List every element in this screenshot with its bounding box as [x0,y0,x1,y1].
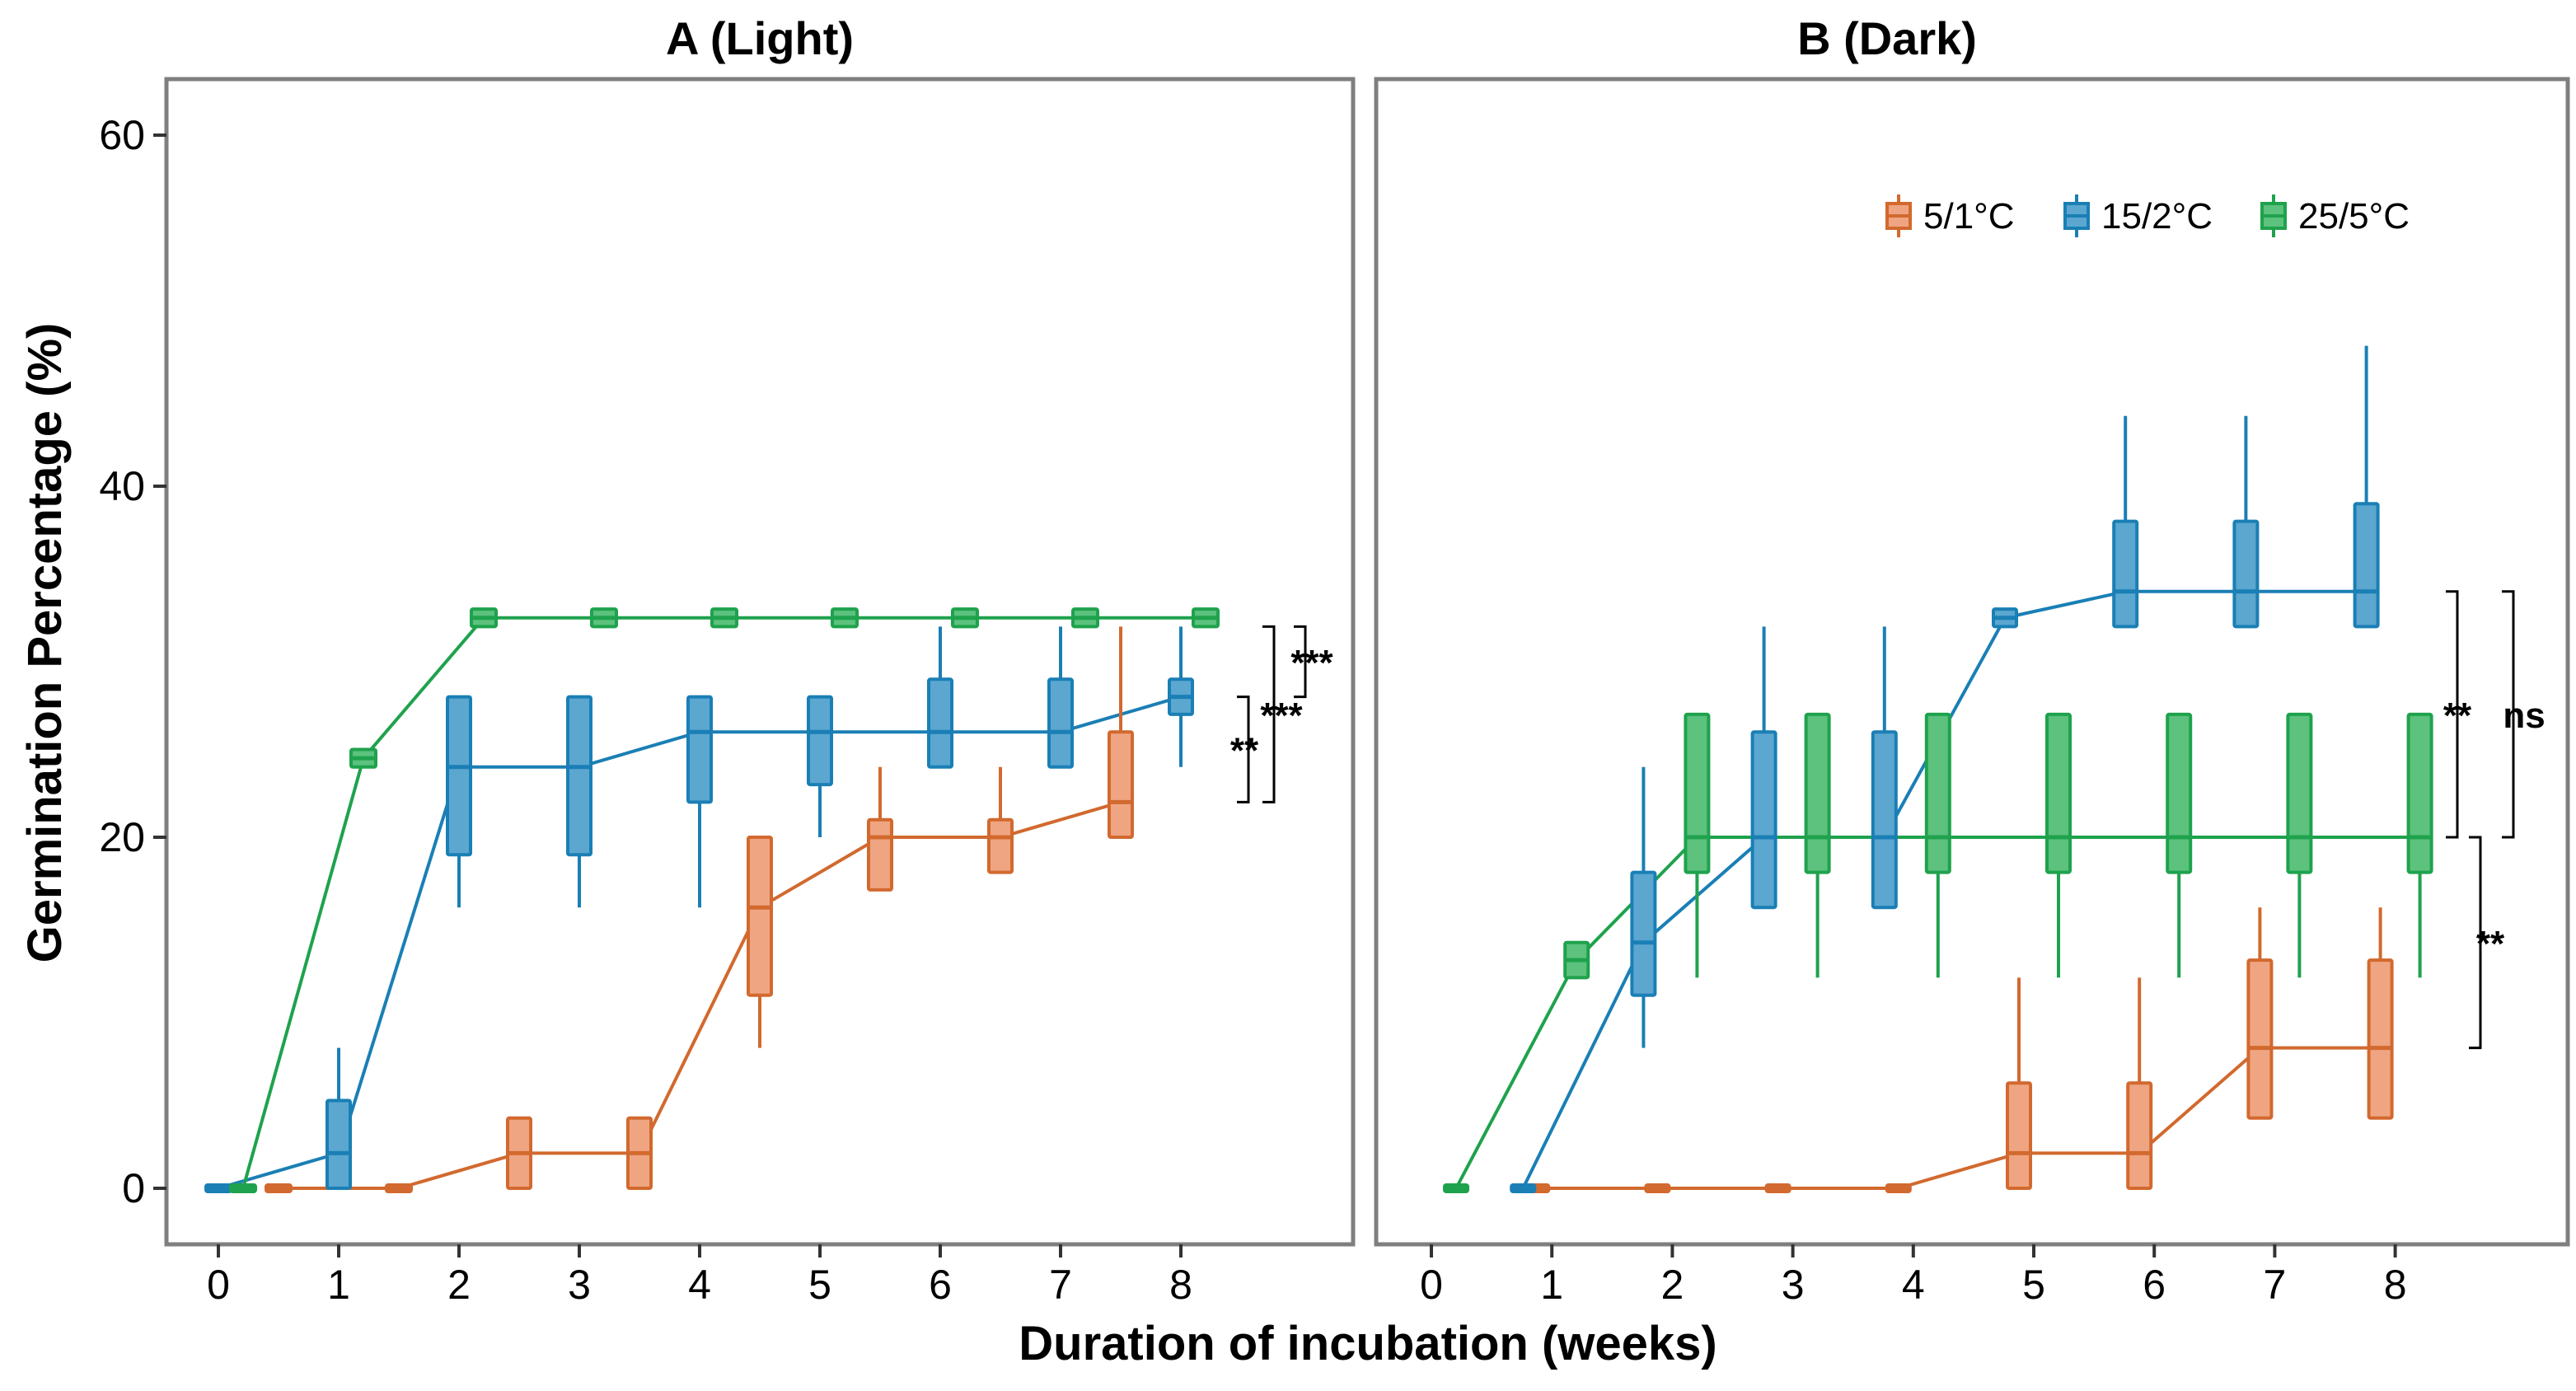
x-tick-label: 1 [327,1262,350,1308]
significance-bracket [2446,590,2459,839]
box-t25 [2166,712,2193,874]
x-tick-label: 0 [207,1262,230,1308]
panel-a-marks: ******** [204,607,1334,1193]
box-t15 [326,1098,352,1190]
significance-label: ** [2476,924,2505,964]
significance-bracket [1262,625,1276,803]
significance-label: ns [2503,696,2545,736]
box-t5 [2367,958,2394,1120]
series-line-t5 [279,800,1122,1190]
panel-b-marks: ** ns ** [1443,345,2546,1193]
box-t5 [747,836,773,997]
panel-b-title: B (Dark) [1797,12,1977,64]
panel-a-border [164,77,1356,1247]
y-tick-label: 40 [99,463,145,509]
box-t25 [1684,712,1711,874]
box-t5 [2006,1081,2032,1190]
box-t15 [2112,519,2139,629]
box-t15 [566,695,592,857]
x-tick-label: 1 [1540,1262,1563,1308]
significance-bracket [1294,625,1307,699]
box-t25 [2406,712,2433,874]
panel-a-title: A (Light) [666,12,854,64]
significance-label: *** [1260,696,1303,736]
box-t15 [2232,519,2260,629]
panel-b: B (Dark) ** ns ** [1374,12,2570,1247]
panel-a: A (Light) ******** [164,12,1356,1247]
x-tick-label: 3 [568,1262,591,1308]
box-t15 [686,695,713,804]
x-tick-label: 6 [2143,1262,2166,1308]
x-tick-label: 7 [1049,1262,1072,1308]
x-tick-label: 8 [2384,1262,2407,1308]
y-tick-label: 0 [122,1165,145,1211]
series-line-t5 [1537,1046,2381,1190]
box-t15 [927,677,953,769]
y-axis-title: Germination Percentage (%) [18,323,72,963]
x-tick-label: 8 [1169,1262,1192,1308]
x-tick-label: 2 [1660,1262,1684,1308]
significance-label: ** [2443,696,2472,736]
box-t5 [1108,730,1134,840]
y-tick-label: 20 [99,814,145,860]
x-tick-label: 5 [808,1262,831,1308]
legend-label-t15: 15/2°C [2101,196,2213,237]
x-tick-label: 7 [2263,1262,2286,1308]
box-t15 [1871,730,1898,910]
box-t25 [1804,712,1831,874]
y-axis: 0 20 40 60 [99,112,166,1211]
box-t15 [446,695,472,857]
x-axis-title: Duration of incubation (weeks) [1019,1317,1717,1370]
significance-bracket [2502,590,2515,839]
significance-label: *** [1290,643,1333,683]
box-t25 [2286,712,2313,874]
box-t15 [807,695,833,787]
legend-label-t25: 25/5°C [2298,196,2410,237]
x-tick-label: 6 [929,1262,952,1308]
box-t25 [2045,712,2072,874]
x-tick-label: 4 [1902,1262,1925,1308]
box-t5 [2126,1081,2153,1190]
significance-label: ** [1230,731,1259,771]
x-tick-label: 0 [1420,1262,1443,1308]
significance-bracket [1237,696,1250,803]
x-tick-label: 2 [447,1262,471,1308]
box-t15 [1630,870,1657,997]
box-t5 [987,817,1014,874]
box-t5 [867,817,893,892]
significance-bracket [2469,836,2482,1050]
legend-label-t5: 5/1°C [1923,196,2015,237]
x-tick-label: 4 [688,1262,711,1308]
y-tick-label: 60 [99,112,145,158]
x-axes: 0 1 2 3 4 5 6 7 8 0 1 2 3 4 5 6 7 8 [207,1244,2407,1308]
box-t15 [1750,730,1777,910]
x-tick-label: 3 [1782,1262,1805,1308]
legend: 5/1°C 15/2°C 25/5°C [1885,194,2410,237]
box-t5 [2246,958,2274,1120]
x-tick-label: 5 [2022,1262,2045,1308]
box-t15 [1047,677,1074,769]
box-t25 [1924,712,1951,874]
box-t15 [2353,502,2380,629]
